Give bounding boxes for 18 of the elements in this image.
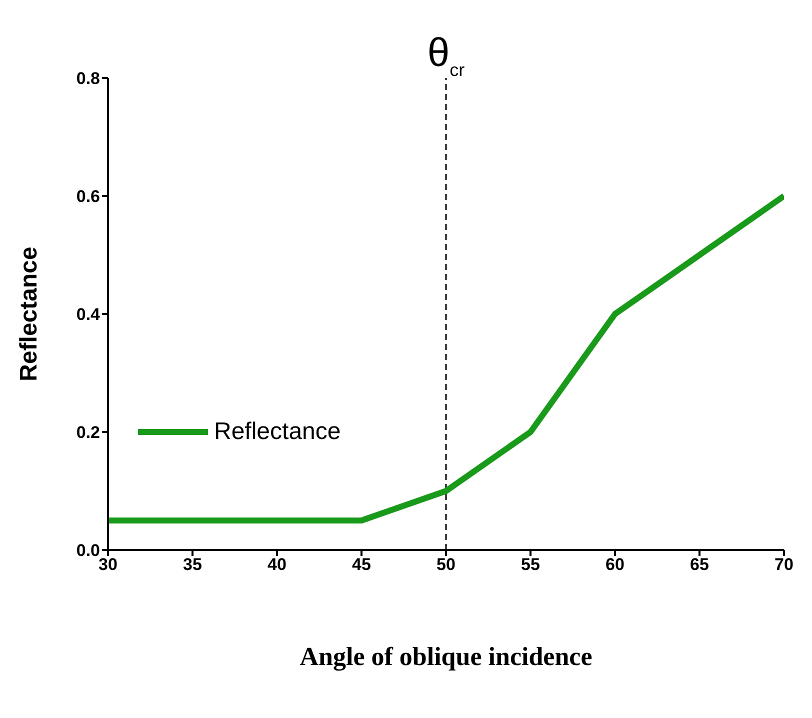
- ref-line-label: θ$_{cr}$: [427, 31, 465, 80]
- x-tick-label: 50: [436, 555, 456, 574]
- y-tick-label: 0.4: [76, 305, 101, 324]
- x-tick-label: 45: [352, 555, 371, 574]
- y-tick-label: 0.8: [76, 69, 100, 88]
- x-tick-label: 30: [98, 555, 118, 574]
- x-tick-label: 65: [690, 555, 709, 574]
- x-axis-title: Angle of oblique incidence: [300, 642, 592, 671]
- y-tick-label: 0.0: [76, 541, 100, 560]
- x-tick-label: 40: [268, 555, 286, 574]
- legend-label: Reflectance: [214, 418, 341, 446]
- y-tick-label: 0.2: [76, 423, 100, 442]
- x-tick-label: 35: [183, 555, 202, 574]
- y-axis-title: Reflectance: [16, 246, 43, 382]
- x-tick-label: 55: [521, 555, 540, 574]
- x-tick-label: 60: [606, 555, 624, 574]
- y-tick-label: 0.6: [76, 187, 100, 206]
- x-tick-label: 70: [774, 555, 794, 574]
